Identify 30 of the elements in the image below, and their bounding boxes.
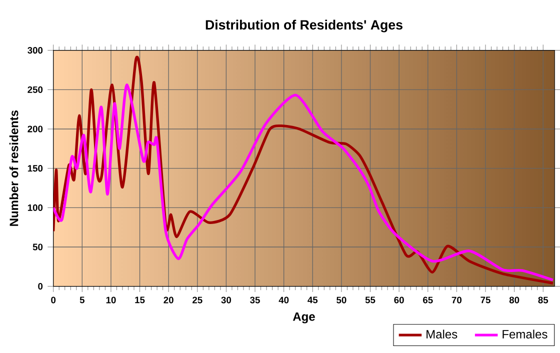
x-tick-label: 30 bbox=[221, 296, 232, 304]
x-tick-label: 5 bbox=[80, 296, 84, 304]
y-tick-label: 0 bbox=[38, 283, 43, 290]
x-tick-label: 45 bbox=[308, 296, 318, 304]
x-tick-label: 65 bbox=[423, 296, 433, 304]
x-axis-title: Age bbox=[292, 312, 315, 324]
y-tick-label: 300 bbox=[28, 47, 43, 54]
legend-label: Females bbox=[502, 330, 548, 338]
x-tick-label: 25 bbox=[192, 296, 202, 304]
x-tick-label: 0 bbox=[51, 296, 56, 304]
x-tick-label: 55 bbox=[365, 296, 376, 304]
x-tick-label: 40 bbox=[278, 296, 289, 304]
x-tick-label: 15 bbox=[135, 296, 145, 304]
y-tick-label: 250 bbox=[28, 86, 43, 93]
x-tick-label: 60 bbox=[394, 296, 404, 304]
x-tick-label: 70 bbox=[452, 296, 462, 304]
y-tick-label: 150 bbox=[28, 165, 43, 172]
x-tick-label: 20 bbox=[164, 296, 174, 304]
chart-title: Distribution of Residents' Ages bbox=[206, 20, 402, 32]
x-tick-label: 85 bbox=[538, 296, 548, 304]
x-tick-label: 35 bbox=[250, 296, 260, 304]
x-tick-label: 75 bbox=[480, 296, 490, 304]
y-tick-label: 50 bbox=[32, 244, 43, 250]
x-tick-label: 50 bbox=[336, 296, 346, 304]
y-tick-label: 100 bbox=[28, 204, 43, 211]
y-tick-label: 200 bbox=[28, 126, 43, 132]
x-tick-label: 10 bbox=[106, 296, 116, 304]
x-tick-label: 80 bbox=[509, 296, 520, 304]
legend-label: Males bbox=[426, 330, 458, 338]
y-axis-title: Number of residents bbox=[9, 110, 18, 226]
